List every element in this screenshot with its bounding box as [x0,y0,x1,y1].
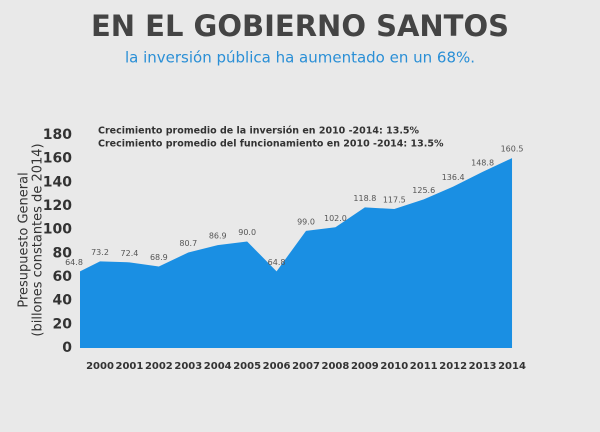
x-tick-label: 2004 [204,361,232,372]
x-tick-label: 2006 [263,361,291,372]
annotation: Crecimiento promedio de la inversión en … [98,126,420,137]
y-tick-label: 20 [53,316,73,332]
x-tick-label: 2001 [116,361,144,372]
x-tick-label: 2011 [410,361,438,372]
annotation: Crecimiento promedio del funcionamiento … [98,139,444,150]
value-label: 72.4 [121,249,139,258]
area [80,158,513,348]
y-tick-label: 120 [43,198,72,214]
value-label: 160.5 [501,145,524,154]
value-label: 64.8 [65,258,83,267]
x-tick-label: 2014 [498,361,526,372]
value-label: 148.8 [471,158,494,167]
y-axis-label: Presupuesto General [17,172,32,307]
value-label: 64.8 [268,258,286,267]
value-label: 68.9 [150,253,168,262]
x-tick-label: 2013 [469,361,497,372]
y-tick-label: 0 [62,340,72,356]
value-label: 86.9 [209,232,227,241]
x-tick-label: 2012 [439,361,467,372]
x-tick-label: 2009 [351,361,379,372]
value-label: 73.2 [91,248,109,257]
value-label: 136.4 [442,173,465,182]
y-tick-label: 80 [53,245,73,261]
y-tick-label: 40 [53,293,73,309]
value-label: 125.6 [412,186,435,195]
y-axis-label: (billones constantes de 2014) [31,143,46,336]
y-tick-label: 180 [43,127,72,143]
chart-title: EN EL GOBIERNO SANTOS [91,9,509,43]
value-label: 118.8 [353,194,376,203]
value-label: 90.0 [238,228,256,237]
value-label: 102.0 [324,214,347,223]
value-label: 117.5 [383,195,406,204]
x-tick-label: 2007 [292,361,320,372]
x-tick-label: 2008 [322,361,350,372]
value-label: 99.0 [297,217,315,226]
y-tick-label: 100 [43,222,72,238]
y-tick-label: 60 [53,269,73,285]
y-tick-label: 160 [43,151,72,167]
x-tick-label: 2002 [145,361,173,372]
x-tick-label: 2003 [174,361,202,372]
value-label: 80.7 [179,239,197,248]
chart-subtitle: la inversión pública ha aumentado en un … [125,49,475,67]
x-tick-label: 2010 [380,361,408,372]
y-tick-label: 140 [43,174,72,190]
x-tick-label: 2000 [86,361,114,372]
x-tick-label: 2005 [233,361,261,372]
